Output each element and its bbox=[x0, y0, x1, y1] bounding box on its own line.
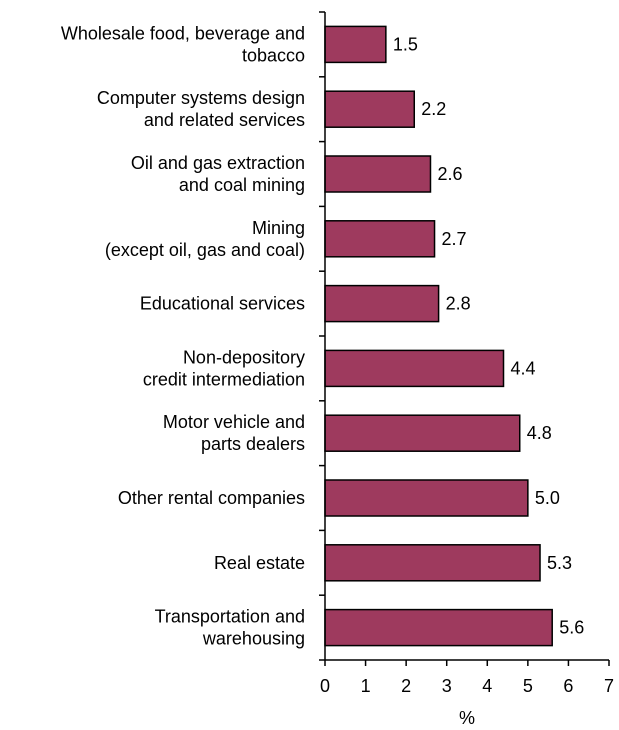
value-label-9: 5.6 bbox=[559, 618, 584, 638]
category-label-line: and related services bbox=[144, 110, 305, 130]
value-label-2: 2.6 bbox=[437, 164, 462, 184]
category-label-line: Motor vehicle and bbox=[163, 412, 305, 432]
bar-9 bbox=[324, 608, 553, 647]
category-label-line: and coal mining bbox=[179, 175, 305, 195]
value-label-0: 1.5 bbox=[393, 34, 418, 54]
category-label-line: Oil and gas extraction bbox=[131, 153, 305, 173]
category-label-line: Educational services bbox=[140, 294, 305, 314]
x-tick-label-6: 6 bbox=[563, 676, 573, 696]
category-label-line: warehousing bbox=[202, 629, 305, 649]
x-tick-label-2: 2 bbox=[401, 676, 411, 696]
category-label-0: Wholesale food, beverage and tobacco bbox=[61, 23, 305, 65]
x-tick-label-0: 0 bbox=[320, 676, 330, 696]
value-label-4: 2.8 bbox=[446, 294, 471, 314]
category-label-line: Real estate bbox=[214, 553, 305, 573]
bar-7 bbox=[324, 479, 529, 517]
category-label-2: Oil and gas extraction and coal mining bbox=[131, 153, 305, 195]
bar-5 bbox=[324, 349, 505, 388]
category-label-7: Other rental companies bbox=[118, 488, 305, 508]
category-label-line: Non-depository bbox=[183, 347, 305, 367]
x-tick-label-5: 5 bbox=[523, 676, 533, 696]
category-label-line: parts dealers bbox=[201, 434, 305, 454]
bar-6 bbox=[324, 414, 521, 452]
value-label-6: 4.8 bbox=[527, 423, 552, 443]
category-label-3: Mining (except oil, gas and coal) bbox=[105, 218, 305, 260]
category-label-8: Real estate bbox=[214, 553, 305, 573]
bar-3 bbox=[324, 220, 436, 258]
x-tick-label-7: 7 bbox=[604, 676, 614, 696]
category-label-line: tobacco bbox=[242, 45, 305, 65]
value-label-1: 2.2 bbox=[421, 99, 446, 119]
x-axis-title: % bbox=[459, 708, 475, 728]
value-label-8: 5.3 bbox=[547, 553, 572, 573]
category-label-line: Transportation and bbox=[155, 607, 305, 627]
category-label-line: Mining bbox=[252, 218, 305, 238]
category-label-line: (except oil, gas and coal) bbox=[105, 240, 305, 260]
labels-layer: 1.5 Wholesale food, beverage and tobacco 2.… bbox=[61, 23, 584, 648]
category-label-line: credit intermediation bbox=[143, 369, 305, 389]
value-label-5: 4.4 bbox=[511, 358, 536, 378]
category-label-1: Computer systems design and related servi… bbox=[97, 88, 305, 130]
category-label-line: Other rental companies bbox=[118, 488, 305, 508]
bar-0 bbox=[324, 25, 387, 64]
x-tick-label-3: 3 bbox=[442, 676, 452, 696]
category-label-4: Educational services bbox=[140, 294, 305, 314]
value-label-7: 5.0 bbox=[535, 488, 560, 508]
category-label-line: Wholesale food, beverage and bbox=[61, 23, 305, 43]
bars-layer bbox=[324, 25, 553, 647]
bar-4 bbox=[324, 284, 440, 323]
category-label-9: Transportation and warehousing bbox=[155, 607, 305, 649]
bar-2 bbox=[324, 155, 432, 193]
x-tick-label-4: 4 bbox=[482, 676, 492, 696]
axis-layer: 0 1 2 3 4 5 6 7 bbox=[319, 11, 614, 696]
category-label-5: Non-depository credit intermediation bbox=[143, 347, 305, 389]
value-label-3: 2.7 bbox=[442, 229, 467, 249]
category-label-line: Computer systems design bbox=[97, 88, 305, 108]
bar-8 bbox=[324, 544, 541, 582]
category-label-6: Motor vehicle and parts dealers bbox=[163, 412, 305, 454]
bar-1 bbox=[324, 90, 416, 128]
x-tick-label-1: 1 bbox=[361, 676, 371, 696]
